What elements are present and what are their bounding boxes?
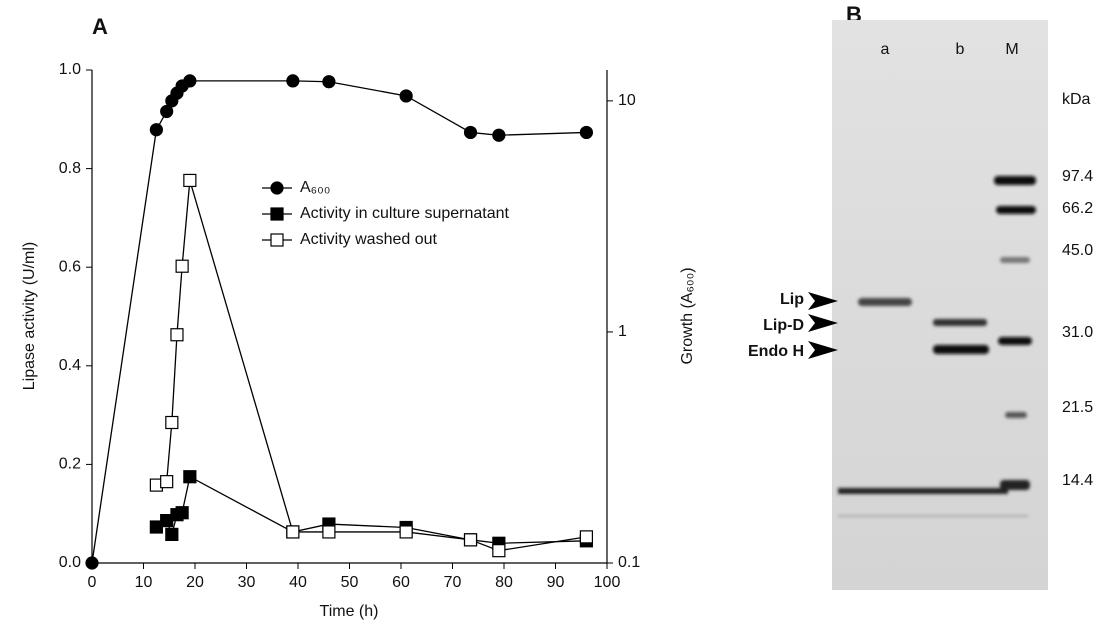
- legend-label: Activity in culture supernatant: [300, 205, 510, 222]
- x-tick-label: 90: [547, 574, 565, 591]
- data-point: [579, 530, 594, 544]
- data-point: [183, 173, 197, 188]
- y-tick-label: 0.8: [59, 160, 81, 177]
- y-tick-label: 0.0: [59, 554, 81, 571]
- series-line: [156, 475, 587, 544]
- x-axis-label: Time (h): [320, 603, 379, 620]
- legend-label: A₆₀₀: [300, 179, 330, 196]
- marker-label: 14.4: [1062, 472, 1093, 489]
- y-axis-label: Lipase activity (U/ml): [21, 242, 38, 390]
- marker-label: 31.0: [1062, 324, 1093, 341]
- marker-label: 45.0: [1062, 242, 1093, 259]
- data-point: [85, 556, 99, 570]
- data-point: [492, 128, 506, 142]
- data-point: [170, 328, 184, 342]
- panel-label: A: [92, 14, 108, 39]
- x-tick-label: 30: [238, 574, 256, 591]
- data-point: [149, 123, 163, 137]
- gel-image: [832, 20, 1048, 590]
- band-arrow-label: Endo H: [748, 343, 804, 360]
- legend-label: Activity washed out: [300, 231, 438, 248]
- unit-label: kDa: [1062, 91, 1091, 108]
- band-arrow-label: Lip-D: [763, 317, 804, 334]
- data-point: [286, 525, 300, 539]
- gel-bands: [838, 176, 1036, 517]
- y-tick-label: 1.0: [59, 61, 81, 78]
- x-tick-label: 10: [135, 574, 153, 591]
- data-point: [463, 533, 478, 547]
- x-tick-label: 100: [594, 574, 621, 591]
- y-tick-label: 0.2: [59, 456, 81, 473]
- band-arrow-label: Lip: [780, 291, 804, 308]
- data-point: [579, 125, 594, 140]
- x-tick-label: 0: [88, 574, 97, 591]
- data-point: [183, 74, 197, 88]
- x-tick-label: 40: [289, 574, 307, 591]
- data-point: [175, 506, 189, 520]
- x-tick-label: 80: [495, 574, 513, 591]
- y2-tick-label: 1: [618, 323, 627, 340]
- data-point: [160, 104, 174, 119]
- y-tick-label: 0.4: [59, 357, 81, 374]
- series-line: [91, 80, 587, 564]
- marker-label: 66.2: [1062, 200, 1093, 217]
- x-tick-label: 50: [341, 574, 359, 591]
- marker-label: 97.4: [1062, 168, 1093, 185]
- x-tick-label: 60: [392, 574, 410, 591]
- y2-tick-label: 10: [618, 92, 636, 109]
- data-point: [160, 475, 174, 489]
- data-point: [183, 470, 197, 484]
- data-point: [286, 74, 300, 88]
- data-point: [399, 89, 413, 103]
- x-tick-label: 70: [444, 574, 462, 591]
- data-point: [165, 527, 179, 542]
- marker-label: 21.5: [1062, 399, 1093, 416]
- lane-label: M: [1005, 41, 1018, 58]
- lane-label: a: [881, 41, 890, 58]
- y-tick-label: 0.6: [59, 258, 81, 275]
- lane-label: b: [956, 41, 965, 58]
- data-point: [165, 415, 179, 430]
- legend-marker: [270, 207, 284, 221]
- y2-axis-label: Growth (A₆₀₀): [679, 267, 696, 364]
- arrowhead: [808, 292, 838, 310]
- data-point: [463, 125, 478, 140]
- x-tick-label: 20: [186, 574, 204, 591]
- legend-marker: [270, 181, 284, 195]
- data-point: [492, 544, 506, 558]
- arrowhead: [808, 341, 838, 359]
- y2-tick-label: 0.1: [618, 554, 640, 571]
- data-point: [399, 525, 413, 539]
- data-point: [175, 259, 189, 273]
- arrowhead: [808, 314, 838, 332]
- legend-marker: [270, 233, 284, 247]
- data-point: [322, 75, 336, 89]
- data-point: [322, 525, 336, 539]
